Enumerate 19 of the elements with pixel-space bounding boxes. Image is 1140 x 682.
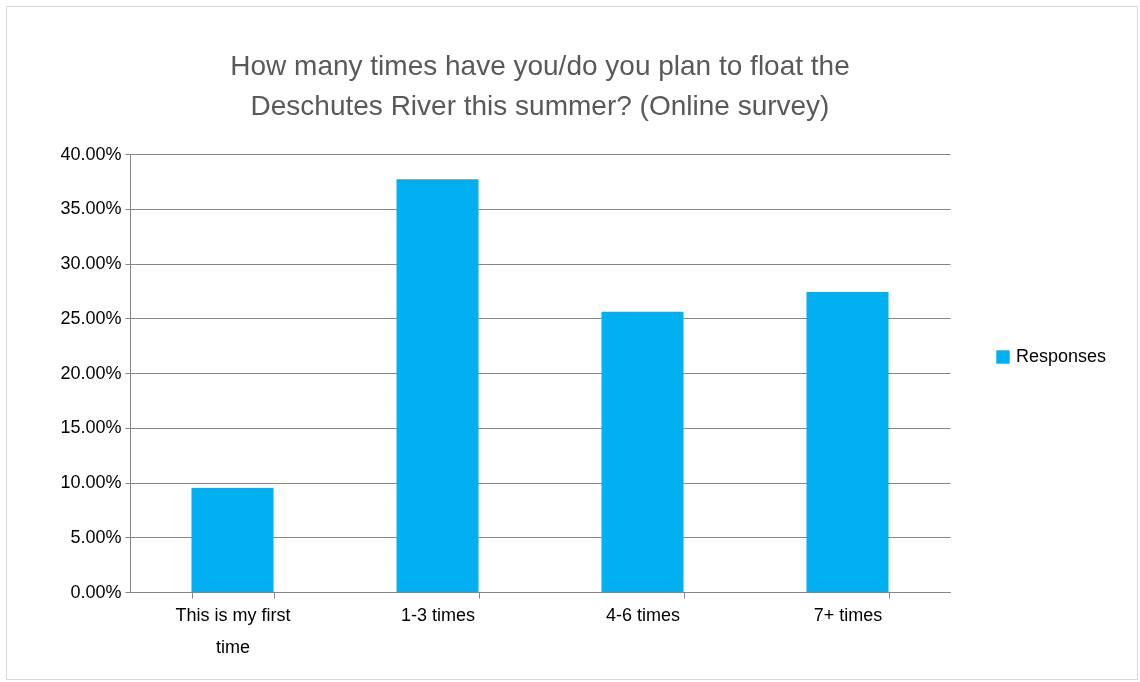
- bar: [191, 487, 274, 592]
- legend-label: Responses: [1016, 346, 1107, 366]
- bar: [601, 311, 684, 592]
- y-tick-label: 25.00%: [60, 307, 122, 328]
- y-tick-label: 40.00%: [60, 143, 122, 164]
- y-tick-label: 15.00%: [60, 417, 122, 438]
- y-tick-label: 35.00%: [60, 198, 122, 219]
- x-tick-label: 4-6 times: [605, 604, 681, 625]
- x-tick-label: 7+ times: [813, 604, 883, 625]
- y-tick-label: 20.00%: [60, 362, 122, 383]
- y-tick-label: 30.00%: [60, 253, 122, 273]
- y-tick-label: 0.00%: [70, 581, 122, 602]
- bar: [396, 179, 479, 592]
- x-tick-label: 1-3 times: [400, 604, 476, 625]
- x-tick-label: This is my first time: [175, 604, 291, 657]
- bar: [806, 291, 889, 592]
- chart-title: How many times have you/do you plan to float the Deschutes River this summer? (Online survey): [230, 50, 850, 121]
- y-tick-label: 5.00%: [70, 526, 122, 547]
- y-tick-label: 10.00%: [60, 472, 122, 492]
